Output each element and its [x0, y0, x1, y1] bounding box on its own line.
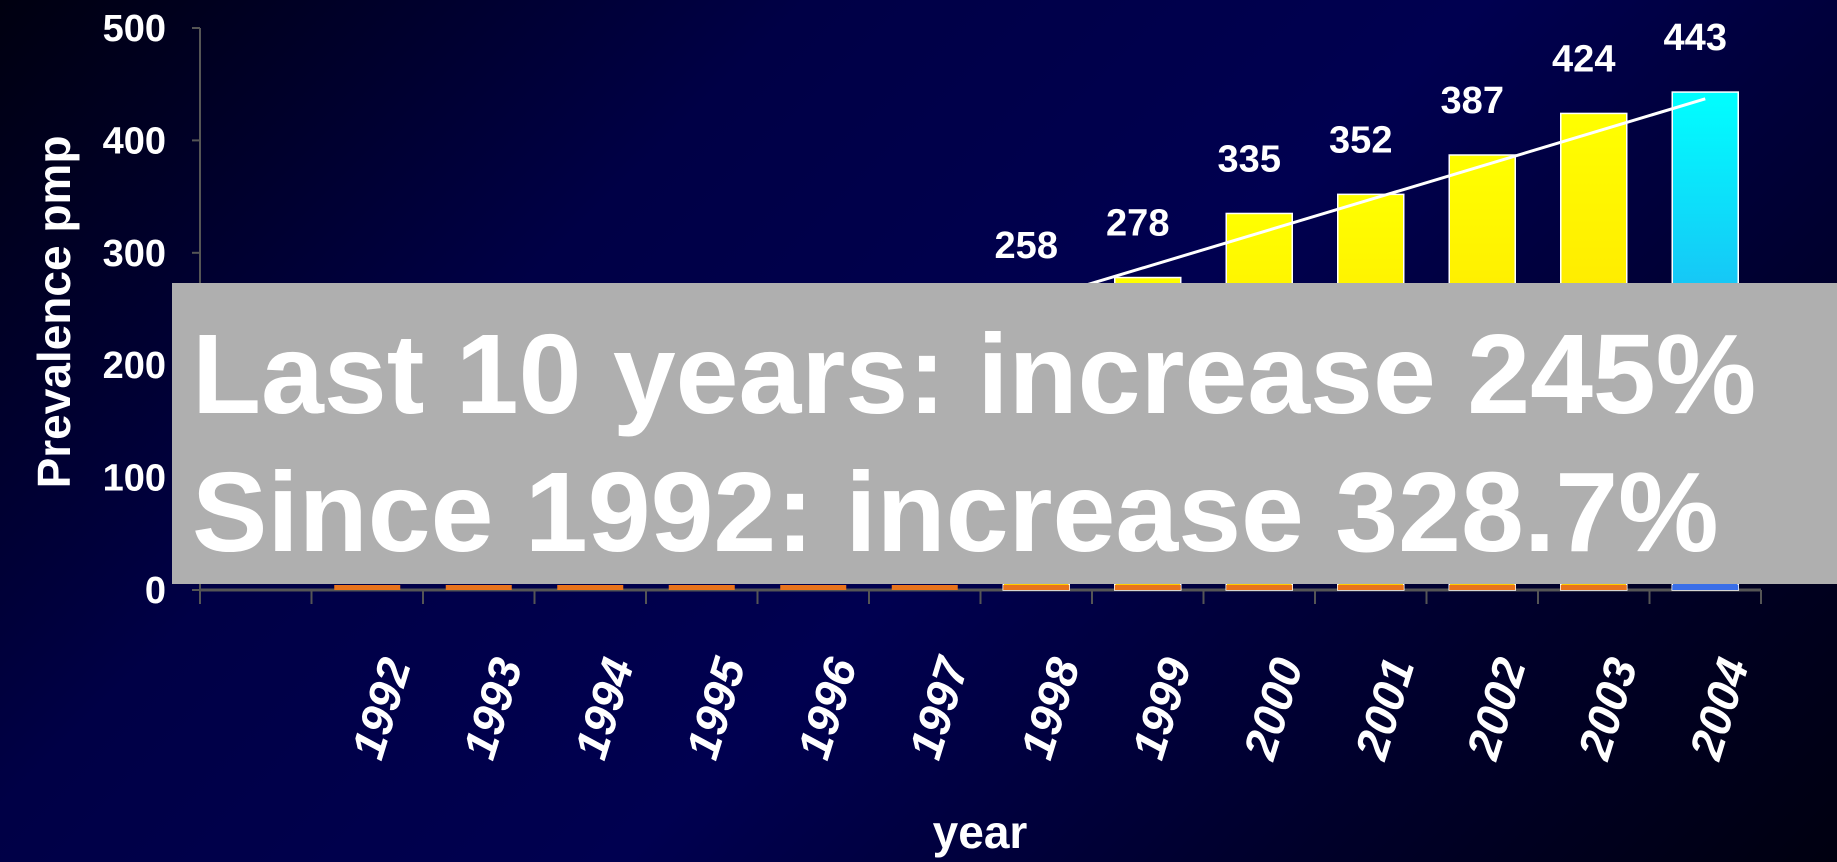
x-category-label: 1996: [787, 651, 867, 764]
x-category-label: 1997: [899, 650, 979, 765]
y-tick-label: 200: [103, 345, 166, 387]
bar-base-1997: [891, 585, 958, 590]
data-label-2003: 424: [1552, 38, 1615, 80]
y-axis-title: Prevalence pmp: [28, 136, 80, 489]
bar-base-1995: [668, 585, 735, 590]
y-tick-label: 100: [103, 458, 166, 500]
x-category-label: 1998: [1010, 651, 1090, 764]
bar-base-2003: [1560, 585, 1627, 590]
bar-base-1994: [557, 585, 624, 590]
x-axis-title: year: [933, 806, 1028, 858]
x-category-label: 2000: [1233, 651, 1313, 765]
y-tick-label: 0: [145, 570, 166, 612]
bar-base-2002: [1449, 585, 1516, 590]
bar-base-1998: [1003, 585, 1070, 590]
x-category-label: 1994: [564, 652, 644, 765]
x-category-label: 2003: [1567, 651, 1647, 765]
x-category-label: 2004: [1679, 652, 1759, 766]
overlay-line-since-1992: Since 1992: increase 328.7%: [192, 449, 1719, 575]
bar-base-2000: [1226, 585, 1293, 590]
overlay-line-last-10-years: Last 10 years: increase 245%: [192, 311, 1757, 437]
x-category-label: 2001: [1344, 652, 1424, 766]
data-label-2001: 352: [1329, 119, 1392, 161]
data-label-2000: 335: [1218, 138, 1281, 180]
x-category-label: 1999: [1122, 651, 1202, 764]
y-tick-label: 400: [103, 120, 166, 162]
data-label-1998: 258: [995, 225, 1058, 267]
x-category-label: 2002: [1456, 651, 1536, 765]
data-label-2004: 443: [1664, 17, 1727, 59]
bar-base-1992: [334, 585, 401, 590]
y-tick-label: 300: [103, 233, 166, 275]
bar-base-1996: [780, 585, 847, 590]
data-label-1999: 278: [1106, 203, 1169, 245]
trend-line: [1035, 97, 1706, 302]
x-category-label: 1993: [453, 651, 533, 764]
y-tick-label: 500: [103, 8, 166, 50]
bar-base-2004: [1672, 585, 1739, 590]
x-category-label: 1992: [341, 651, 421, 764]
bar-base-1999: [1114, 585, 1181, 590]
x-category-label: 1995: [676, 651, 756, 765]
bar-base-2001: [1337, 585, 1404, 590]
summary-overlay-box: Last 10 years: increase 245% Since 1992:…: [172, 283, 1837, 584]
data-label-2002: 387: [1441, 80, 1504, 122]
bar-base-1993: [445, 585, 512, 590]
